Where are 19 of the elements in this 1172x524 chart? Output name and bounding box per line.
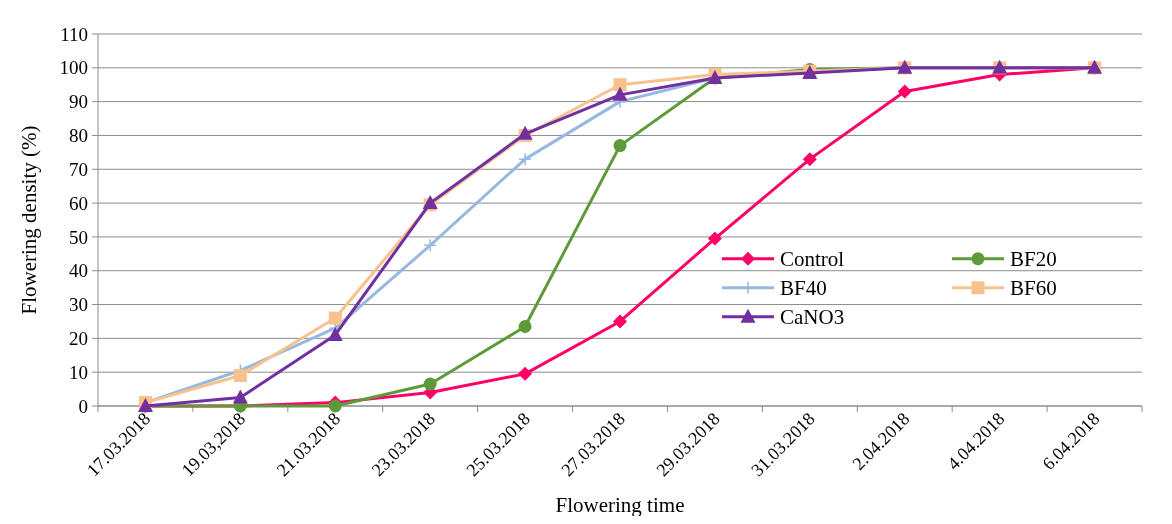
legend-label: CaNO3 <box>780 305 845 330</box>
legend-label: BF40 <box>780 276 827 301</box>
y-tick-label: 70 <box>69 158 88 180</box>
legend-label: BF60 <box>1010 276 1057 301</box>
y-tick-label: 110 <box>60 23 88 45</box>
x-axis-title: Flowering time <box>555 493 685 517</box>
y-tick-label: 10 <box>69 361 88 383</box>
legend-label: Control <box>780 247 845 272</box>
y-tick-label: 50 <box>69 226 88 248</box>
y-tick-label: 60 <box>69 192 88 214</box>
y-tick-label: 40 <box>69 260 88 282</box>
y-tick-label: 80 <box>69 125 88 147</box>
legend-label: BF20 <box>1010 247 1057 272</box>
y-tick-label: 90 <box>69 91 88 113</box>
y-tick-label: 30 <box>69 294 88 316</box>
y-tick-label: 0 <box>78 395 88 417</box>
y-tick-label: 100 <box>59 57 88 79</box>
y-tick-label: 20 <box>69 328 88 350</box>
y-axis-title: Flowering density (%) <box>17 125 41 315</box>
